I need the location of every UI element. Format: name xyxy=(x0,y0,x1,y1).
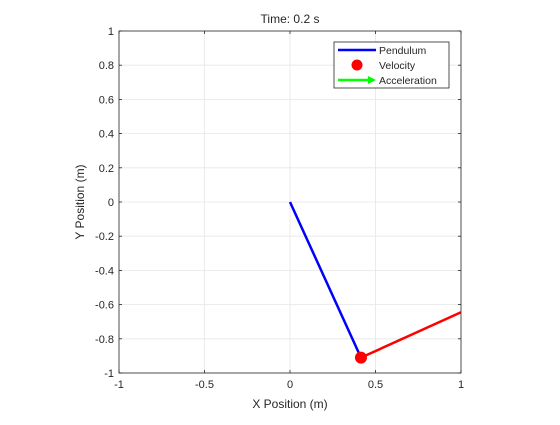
legend: Pendulum Velocity Acceleration xyxy=(334,42,449,88)
velocity-marker xyxy=(355,352,367,364)
y-tick-label: -0.6 xyxy=(95,300,114,312)
y-tick-label: 0.4 xyxy=(99,129,114,141)
legend-label-pendulum: Pendulum xyxy=(379,45,427,57)
x-tick-label: -1 xyxy=(114,379,124,391)
y-tick-label: 1 xyxy=(108,26,114,38)
y-tick-label: -0.4 xyxy=(95,265,114,277)
chart-title: Time: 0.2 s xyxy=(261,12,320,26)
y-tick-label: -0.2 xyxy=(95,231,114,243)
legend-label-velocity: Velocity xyxy=(379,60,416,72)
legend-swatch-velocity xyxy=(352,60,363,71)
y-tick-label: 0.2 xyxy=(99,163,114,175)
y-tick-label: 0 xyxy=(108,197,114,209)
y-axis-label: Y Position (m) xyxy=(73,164,87,239)
x-tick-label: 0.5 xyxy=(368,379,383,391)
x-tick-label: 1 xyxy=(458,379,464,391)
y-tick-label: -0.8 xyxy=(95,334,114,346)
y-tick-label: 0.8 xyxy=(99,60,114,72)
legend-label-acceleration: Acceleration xyxy=(379,75,437,87)
y-tick-label: 0.6 xyxy=(99,94,114,106)
x-tick-label: -0.5 xyxy=(195,379,214,391)
y-tick-label: -1 xyxy=(104,368,114,380)
x-axis-label: X Position (m) xyxy=(252,397,327,411)
x-tick-label: 0 xyxy=(287,379,293,391)
